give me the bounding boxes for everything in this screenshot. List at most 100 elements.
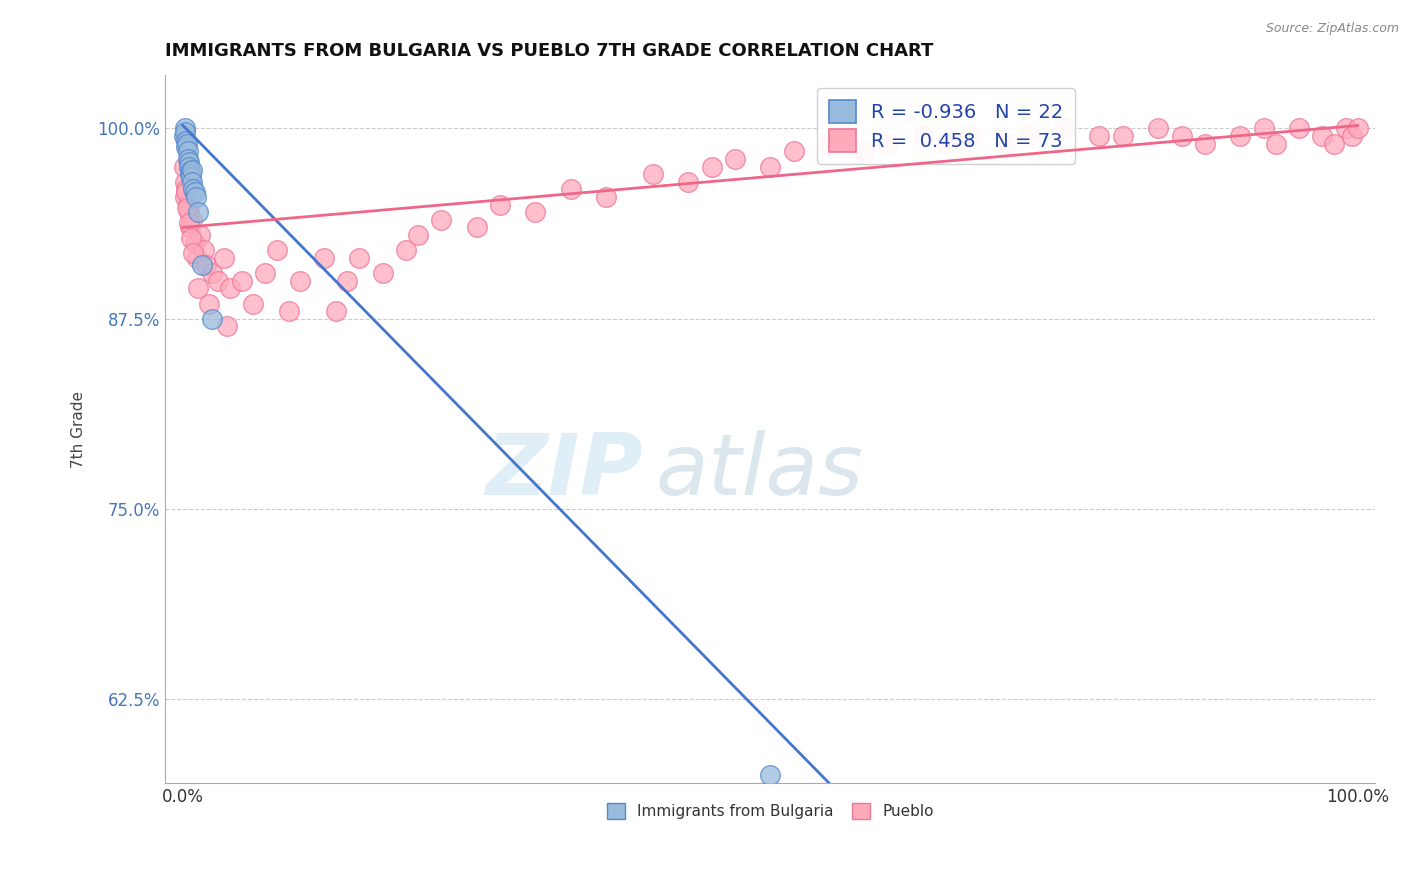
Point [184,190,207,204]
Point [266,244,288,258]
Point [176,197,198,211]
Point [959,129,981,144]
Point [174,186,197,200]
Point [876,136,898,151]
Point [1347,121,1369,136]
Point [290,274,312,288]
Point [187,205,209,219]
Point [783,145,806,159]
Point [1147,121,1170,136]
Point [935,136,957,151]
Point [1194,136,1216,151]
Point [193,244,215,258]
Point [176,140,198,154]
Point [176,136,198,151]
Point [190,259,212,273]
Point [1088,129,1111,144]
Y-axis label: 7th Grade: 7th Grade [72,391,86,467]
Point [1288,121,1310,136]
Point [180,170,202,185]
Point [212,251,235,265]
Point [176,145,198,159]
Point [217,319,239,334]
Point [179,164,201,178]
Point [183,246,205,260]
Point [186,251,208,265]
Point [524,205,547,219]
Point [174,190,197,204]
Point [759,768,782,782]
Point [1253,121,1275,136]
Point [174,134,197,148]
Point [1229,129,1251,144]
Point [1264,136,1286,151]
Point [406,227,429,242]
Point [195,259,218,273]
Point [179,160,201,174]
Point [173,175,195,189]
Point [197,296,219,310]
Point [173,121,195,136]
Point [312,251,335,265]
Point [190,227,212,242]
Point [1323,136,1346,151]
Point [181,175,204,189]
Point [994,136,1017,151]
Point [179,216,201,230]
Point [336,274,359,288]
Point [231,274,253,288]
Point [254,266,277,280]
Point [201,311,224,326]
Point [465,220,488,235]
Point [207,274,229,288]
Point [1170,129,1192,144]
Point [180,231,202,245]
Point [395,244,418,258]
Point [560,182,582,196]
Point [325,304,347,318]
Point [177,205,200,219]
Point [430,212,453,227]
Point [676,175,699,189]
Point [818,136,841,151]
Point [724,152,747,166]
Point [641,167,664,181]
Point [183,186,205,200]
Text: IMMIGRANTS FROM BULGARIA VS PUEBLO 7TH GRADE CORRELATION CHART: IMMIGRANTS FROM BULGARIA VS PUEBLO 7TH G… [166,42,934,60]
Point [201,266,224,280]
Point [174,124,197,138]
Point [183,235,205,250]
Legend: Immigrants from Bulgaria, Pueblo: Immigrants from Bulgaria, Pueblo [600,797,941,825]
Point [1018,129,1040,144]
Point [173,160,195,174]
Text: atlas: atlas [655,430,863,513]
Point [700,160,723,174]
Point [277,304,299,318]
Point [181,212,204,227]
Point [1334,121,1357,136]
Point [176,182,198,196]
Point [179,220,201,235]
Point [176,201,198,215]
Point [187,281,209,295]
Point [179,167,201,181]
Point [173,129,195,144]
Point [489,197,512,211]
Point [180,162,202,177]
Point [853,145,876,159]
Point [595,190,617,204]
Point [218,281,240,295]
Point [1112,129,1135,144]
Text: ZIP: ZIP [485,430,643,513]
Point [1312,129,1334,144]
Point [911,129,934,144]
Text: Source: ZipAtlas.com: Source: ZipAtlas.com [1265,22,1399,36]
Point [177,155,200,169]
Point [177,152,200,166]
Point [183,182,205,196]
Point [347,251,370,265]
Point [1341,129,1364,144]
Point [759,160,782,174]
Point [371,266,394,280]
Point [242,296,264,310]
